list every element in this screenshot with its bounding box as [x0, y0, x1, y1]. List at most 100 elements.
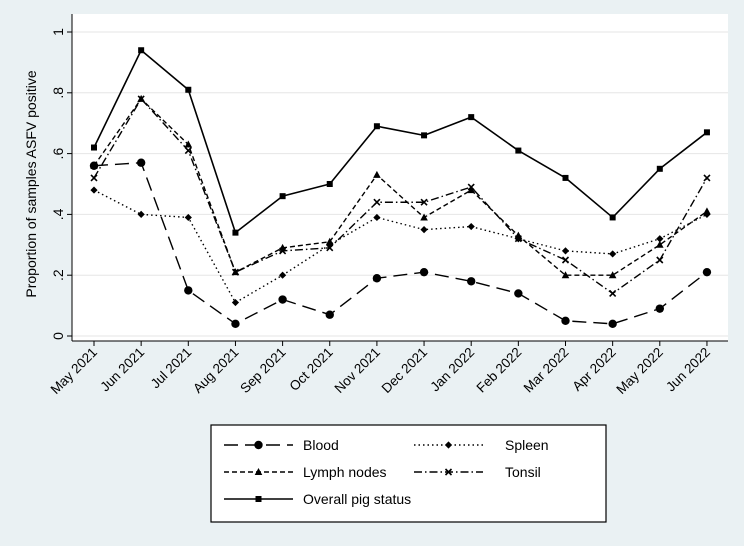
- data-point-overall-pig-status: [421, 132, 428, 139]
- legend-marker-overall-pig-status: [255, 496, 262, 502]
- data-point-tonsil: [514, 235, 522, 243]
- plot-area: [72, 14, 728, 341]
- data-point-tonsil: [231, 268, 240, 276]
- data-point-spleen: [184, 213, 192, 222]
- data-point-blood: [419, 267, 429, 277]
- data-point-blood: [561, 316, 570, 325]
- series-layer: [89, 47, 712, 329]
- series-line-overall-pig-status: [93, 49, 708, 234]
- x-tick-label: Jul 2021: [148, 345, 195, 392]
- data-point-overall-pig-status: [468, 114, 475, 121]
- data-point-overall-pig-status: [138, 47, 145, 54]
- x-tick-label: Oct 2021: [287, 345, 336, 394]
- legend-box: [210, 424, 607, 523]
- legend-item-lymph-nodes: Lymph nodes: [224, 464, 387, 480]
- legend: Blood Spleen Lymph nodes Tonsil Overall pig …: [210, 424, 607, 523]
- series-line-blood: [93, 162, 708, 325]
- x-tick-label: May 2022: [613, 345, 666, 398]
- data-point-overall-pig-status: [515, 147, 522, 154]
- data-point-blood: [184, 286, 193, 295]
- data-point-lymph-nodes: [467, 186, 475, 194]
- data-point-blood: [136, 158, 146, 167]
- y-tick-labels: 0 .2 .4 .6 .8 1: [50, 28, 66, 340]
- data-point-spleen: [373, 213, 381, 222]
- data-point-blood: [514, 289, 523, 298]
- legend-item-blood: Blood: [224, 437, 339, 453]
- legend-marker-spleen: [444, 441, 453, 449]
- data-point-overall-pig-status: [562, 174, 569, 181]
- legend-label-lymph-nodes: Lymph nodes: [303, 464, 387, 480]
- data-point-spleen: [609, 250, 617, 258]
- x-tick-label: Jun 2021: [97, 345, 147, 395]
- series-line-spleen: [93, 189, 708, 304]
- data-point-blood: [278, 295, 287, 304]
- data-point-spleen: [137, 210, 145, 218]
- data-point-blood: [325, 310, 334, 319]
- legend-marker-tonsil: [444, 468, 453, 476]
- data-point-spleen: [656, 235, 664, 243]
- data-point-lymph-nodes: [90, 161, 98, 169]
- y-tick-label: .4: [50, 208, 66, 220]
- data-point-overall-pig-status: [232, 229, 239, 236]
- x-tick-label: Nov 2021: [332, 345, 383, 396]
- data-point-tonsil: [703, 174, 711, 182]
- legend-label-spleen: Spleen: [505, 437, 549, 453]
- data-point-tonsil: [184, 146, 192, 155]
- legend-label-blood: Blood: [303, 437, 339, 453]
- data-point-tonsil: [467, 183, 475, 191]
- data-point-overall-pig-status: [91, 144, 97, 151]
- gridlines: [72, 31, 728, 337]
- data-point-spleen: [561, 247, 570, 255]
- x-tick-label: May 2021: [48, 345, 101, 398]
- x-tick-label: Feb 2022: [474, 345, 525, 396]
- y-tick-label: 0: [50, 332, 66, 340]
- data-point-spleen: [279, 271, 287, 279]
- data-point-blood: [702, 267, 712, 277]
- series-line-lymph-nodes: [93, 98, 708, 276]
- legend-item-tonsil: Tonsil: [414, 464, 541, 480]
- series-tonsil: [90, 95, 711, 298]
- series-overall-pig-status: [91, 47, 710, 236]
- x-tick-label: Jan 2022: [427, 345, 477, 395]
- data-point-tonsil: [656, 256, 664, 264]
- x-tick-label: Apr 2022: [569, 345, 618, 394]
- data-point-tonsil: [609, 289, 617, 298]
- data-point-spleen: [90, 186, 98, 194]
- data-point-tonsil: [420, 198, 428, 206]
- x-tick-label: Mar 2022: [521, 345, 572, 396]
- data-point-tonsil: [279, 247, 287, 255]
- y-tick-label: .8: [50, 87, 66, 99]
- data-point-overall-pig-status: [185, 86, 192, 93]
- data-point-lymph-nodes: [703, 207, 711, 215]
- data-point-overall-pig-status: [373, 123, 380, 130]
- data-point-blood: [372, 274, 382, 283]
- data-point-blood: [231, 319, 240, 329]
- data-point-spleen: [467, 222, 475, 231]
- legend-marker-blood: [254, 440, 263, 450]
- data-point-lymph-nodes: [656, 240, 664, 248]
- data-point-spleen: [231, 298, 240, 307]
- data-point-overall-pig-status: [609, 214, 616, 221]
- data-point-spleen: [420, 226, 428, 234]
- data-point-blood: [467, 277, 476, 286]
- legend-label-tonsil: Tonsil: [505, 464, 541, 480]
- data-point-lymph-nodes: [608, 271, 617, 279]
- x-tick-label: Aug 2021: [190, 345, 241, 396]
- x-tick-label: Jun 2022: [663, 345, 713, 395]
- data-point-tonsil: [561, 256, 570, 264]
- data-point-tonsil: [373, 198, 381, 206]
- data-point-lymph-nodes: [420, 213, 428, 221]
- data-point-overall-pig-status: [279, 193, 286, 200]
- data-point-lymph-nodes: [373, 170, 381, 178]
- data-point-overall-pig-status: [703, 129, 710, 136]
- data-point-tonsil: [326, 244, 334, 252]
- axes: [67, 14, 728, 346]
- data-point-blood: [608, 319, 617, 329]
- x-tick-label: Dec 2021: [379, 345, 430, 396]
- legend-item-spleen: Spleen: [414, 437, 549, 453]
- data-point-tonsil: [137, 95, 145, 103]
- data-point-overall-pig-status: [656, 165, 663, 172]
